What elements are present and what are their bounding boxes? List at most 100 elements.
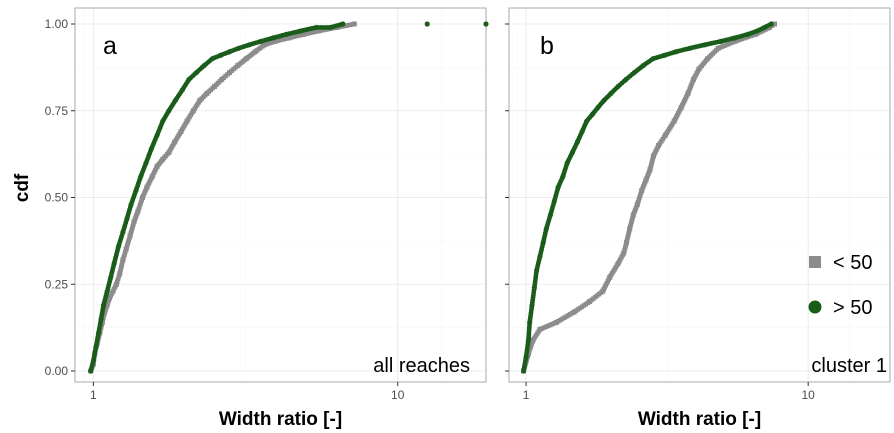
data-point-square: [291, 34, 297, 39]
x-axis-title: Width ratio [-]: [219, 409, 342, 430]
data-point-square: [124, 244, 129, 250]
data-point-square: [137, 202, 143, 207]
x-tick-label: 10: [801, 388, 815, 402]
data-point-square: [739, 36, 745, 42]
data-point-square: [114, 279, 120, 284]
x-tick-label: 1: [523, 388, 530, 402]
legend-label: > 50: [833, 297, 872, 319]
data-point-circle: [483, 21, 489, 27]
data-point-square: [282, 36, 287, 42]
data-point-square: [638, 192, 643, 198]
data-point-square: [122, 249, 128, 255]
data-point-square: [527, 346, 533, 352]
data-point-square: [628, 221, 634, 227]
data-point-square: [629, 217, 635, 222]
data-point-square: [113, 281, 119, 287]
data-point-square: [137, 204, 142, 210]
data-point-square: [119, 264, 124, 270]
data-point-square: [105, 300, 111, 306]
panel-letter: b: [540, 32, 554, 60]
data-point-square: [129, 226, 135, 231]
panel-frame: [508, 7, 891, 383]
data-point-square: [648, 162, 654, 168]
data-point-square: [741, 36, 747, 41]
legend: < 50 > 50: [808, 252, 872, 319]
data-point-square: [622, 248, 627, 253]
data-point-square: [115, 276, 121, 282]
data-point-square: [138, 199, 144, 205]
y-tick-label: 0.50: [45, 191, 69, 205]
data-point-square: [294, 33, 299, 39]
data-point-square: [130, 224, 135, 229]
panel-b: 1 10 Width ratio [-] b cluster 1: [505, 7, 891, 430]
panel-note: cluster 1: [811, 355, 887, 377]
data-point-square: [279, 37, 285, 42]
x-tick-label: 1: [90, 388, 97, 402]
data-point-square: [628, 224, 633, 229]
series-gt50: [520, 21, 774, 374]
y-tick-label: 0.00: [45, 364, 69, 378]
data-point-square: [286, 35, 292, 41]
data-point-square: [647, 167, 653, 173]
x-tick-label: 10: [391, 388, 405, 402]
data-point-circle: [424, 21, 430, 27]
data-point-square: [117, 271, 123, 277]
data-point-square: [624, 238, 630, 243]
data-point-square: [650, 158, 655, 163]
data-point-square: [351, 21, 357, 27]
data-point-square: [686, 88, 692, 94]
panel-frame: [74, 7, 487, 383]
data-point-square: [108, 293, 113, 299]
data-point-square: [528, 344, 534, 349]
data-point-square: [636, 197, 642, 203]
data-point-square: [621, 250, 627, 256]
data-point-square: [120, 257, 126, 263]
y-tick-label: 1.00: [45, 17, 69, 31]
x-axis-title: Width ratio [-]: [638, 409, 761, 430]
data-point-square: [277, 37, 282, 43]
data-point-square: [125, 240, 131, 245]
data-point-square: [128, 231, 134, 236]
data-point-square: [629, 219, 634, 225]
data-point-square: [527, 349, 532, 354]
data-point-square: [687, 86, 693, 92]
data-point-square: [122, 252, 127, 258]
data-point-square: [624, 240, 630, 246]
panel-a: 0.00 0.25 0.50 0.75 1.00 1 10 Width ratio [-] a a…: [45, 7, 489, 430]
data-point-square: [296, 33, 301, 38]
data-point-square: [688, 84, 693, 89]
data-point-square: [744, 35, 749, 40]
data-point-square: [135, 208, 141, 214]
data-point-square: [737, 37, 742, 43]
data-point-square: [529, 342, 534, 347]
data-point-square: [685, 90, 691, 96]
y-tick-label: 0.75: [45, 104, 69, 118]
legend-key-circle: [808, 300, 822, 314]
data-point-square: [103, 307, 108, 312]
data-point-square: [748, 33, 754, 39]
data-point-square: [127, 233, 133, 239]
data-point-circle: [768, 21, 774, 27]
data-point-square: [637, 195, 642, 200]
data-point-square: [125, 242, 130, 248]
panel-letter: a: [103, 32, 117, 60]
data-point-circle: [340, 21, 346, 27]
data-point-square: [119, 262, 125, 267]
data-point-square: [118, 266, 124, 272]
panel-border: [508, 7, 891, 383]
data-point-square: [107, 295, 113, 301]
series-gt50: [88, 21, 489, 374]
legend-key-square: [809, 256, 821, 268]
data-point-square: [136, 206, 141, 212]
data-point-square: [625, 233, 631, 238]
data-point-square: [104, 302, 110, 308]
data-point-square: [129, 228, 134, 234]
data-point-square: [732, 38, 738, 44]
data-point-square: [623, 242, 629, 248]
data-point-square: [634, 201, 640, 207]
data-point-square: [110, 288, 116, 294]
data-point-square: [117, 269, 123, 274]
data-point-square: [289, 35, 294, 40]
